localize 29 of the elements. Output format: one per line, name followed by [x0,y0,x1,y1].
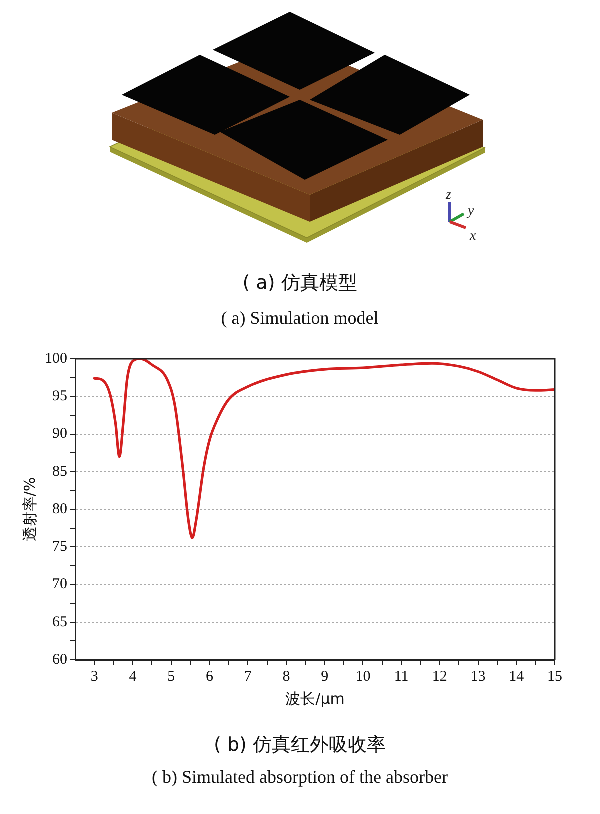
line-series [93,359,555,540]
x-tick-label: 3 [90,668,98,685]
x-tick-label: 9 [321,668,329,685]
x-tick-label: 14 [509,668,525,685]
text: ( a) Simulation model [220,308,380,329]
y-tick-label: 75 [52,539,68,556]
text: ( b) Simulated absorption of the absorber [151,767,449,788]
x-tick-label: 8 [282,668,290,685]
text: ( b) 仿真红外吸收率 [213,733,387,758]
x-tick-label: 12 [432,668,448,685]
x-tick-label: 4 [129,668,138,685]
y-tick-label: 60 [52,652,68,668]
y-tick-label: 90 [52,426,68,442]
x-tick-label: 7 [244,668,252,685]
y-tick-label: 95 [52,388,68,405]
y-tick-label: 80 [52,501,68,518]
y-tick-label: 70 [52,576,68,593]
y-axis-title: 透射率/% [20,477,39,542]
x-tick-label: 10 [356,668,371,685]
y-tick-label: 100 [45,350,68,367]
y-tick-label: 85 [52,464,68,480]
x-tick-label: 5 [168,668,176,685]
x-tick-label: 13 [470,668,486,685]
y-tick-label: 65 [52,614,68,630]
text: ( a) 仿真模型 [242,271,358,296]
x-axis-title: 波长/μm [286,690,345,708]
x-tick-label: 6 [206,668,214,685]
x-tick-label: 15 [548,668,562,685]
x-tick-label: 11 [394,668,409,685]
